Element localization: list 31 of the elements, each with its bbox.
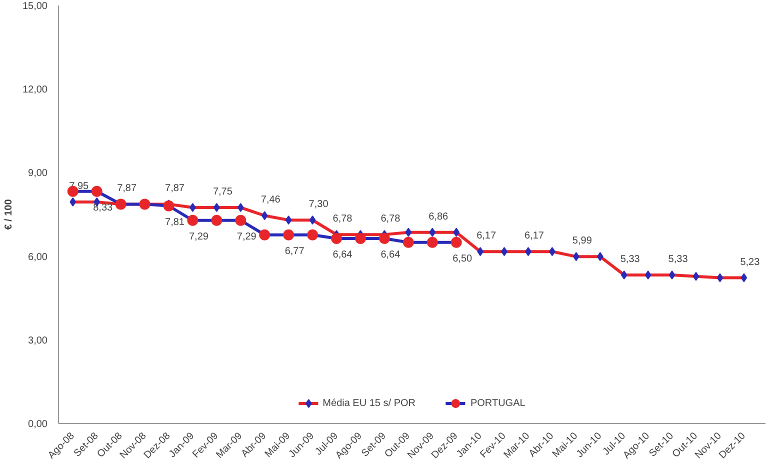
- y-tick-label: 9,00: [28, 168, 48, 180]
- data-label: 6,64: [380, 249, 401, 260]
- y-tick-label: 6,00: [28, 252, 48, 263]
- y-tick-label: 12,00: [22, 84, 48, 96]
- data-label: 6,78: [332, 214, 353, 225]
- data-label: 6,50: [452, 253, 473, 264]
- y-axis-title: € / 100: [3, 198, 14, 230]
- y-tick-label: 0,00: [28, 419, 48, 430]
- data-label: 7,29: [188, 231, 209, 242]
- legend-label: PORTUGAL: [470, 398, 526, 408]
- legend-label: Média EU 15 s/ POR: [322, 398, 416, 408]
- data-label: 8,33: [93, 202, 114, 214]
- data-label: 6,86: [428, 211, 449, 222]
- data-label: 6,77: [284, 246, 305, 257]
- data-label: 5,33: [668, 254, 688, 265]
- data-label: 5,33: [620, 254, 640, 265]
- data-label: 7,75: [212, 186, 233, 198]
- data-label: 6,64: [332, 249, 353, 260]
- data-label: 6,17: [524, 230, 544, 242]
- data-label: 7,30: [308, 199, 329, 210]
- data-label: 5,23: [740, 256, 760, 268]
- data-label: 6,17: [476, 230, 496, 242]
- data-label: 7,87: [117, 183, 137, 194]
- data-label: 5,99: [572, 236, 592, 247]
- y-tick-label: 3,00: [28, 335, 48, 346]
- data-label: 7,81: [165, 216, 185, 228]
- data-label: 6,78: [380, 214, 401, 225]
- data-label: 7,46: [260, 194, 281, 206]
- y-tick-label: 15,00: [22, 1, 48, 12]
- data-label: 7,87: [165, 183, 185, 194]
- data-label: 7,29: [236, 231, 257, 242]
